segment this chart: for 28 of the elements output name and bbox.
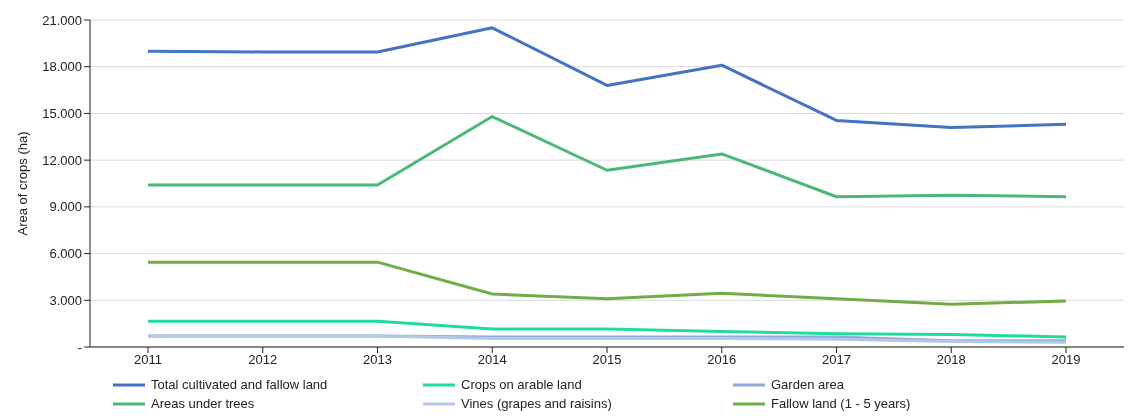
- line-series: [146, 319, 1068, 339]
- y-tick-label: 21.000: [42, 12, 82, 28]
- x-tick-label: 2019: [1051, 352, 1081, 368]
- legend-label: Crops on arable land: [461, 377, 582, 392]
- y-tick-label: 3.000: [49, 292, 82, 308]
- y-tick-label: 15.000: [42, 106, 82, 122]
- legend-label: Vines (grapes and raisins): [461, 396, 612, 411]
- legend-label: Fallow land (1 - 5 years): [771, 396, 911, 411]
- legend-label: Total cultivated and fallow land: [151, 377, 328, 392]
- x-tick-label: 2013: [363, 352, 392, 368]
- y-tick-label: -: [77, 339, 82, 355]
- line-series: [146, 260, 1068, 306]
- line-series: [146, 26, 1068, 129]
- legend-label: Areas under trees: [151, 396, 255, 411]
- x-tick-label: 2012: [248, 352, 278, 368]
- y-tick-label: 12.000: [42, 152, 82, 168]
- x-tick-label: 2014: [477, 352, 507, 368]
- x-tick-label: 2017: [822, 352, 851, 368]
- x-tick-label: 2018: [936, 352, 966, 368]
- y-tick-label: 9.000: [49, 199, 82, 215]
- x-tick-label: 2016: [707, 352, 737, 368]
- y-tick-label: 6.000: [49, 246, 82, 262]
- line-series: [146, 115, 1068, 199]
- legend-label: Garden area: [771, 377, 844, 392]
- y-axis-title: Area of crops (ha): [14, 131, 30, 236]
- y-tick-label: 18.000: [42, 59, 82, 75]
- x-tick-label: 2011: [134, 352, 162, 368]
- x-tick-label: 2015: [592, 352, 622, 368]
